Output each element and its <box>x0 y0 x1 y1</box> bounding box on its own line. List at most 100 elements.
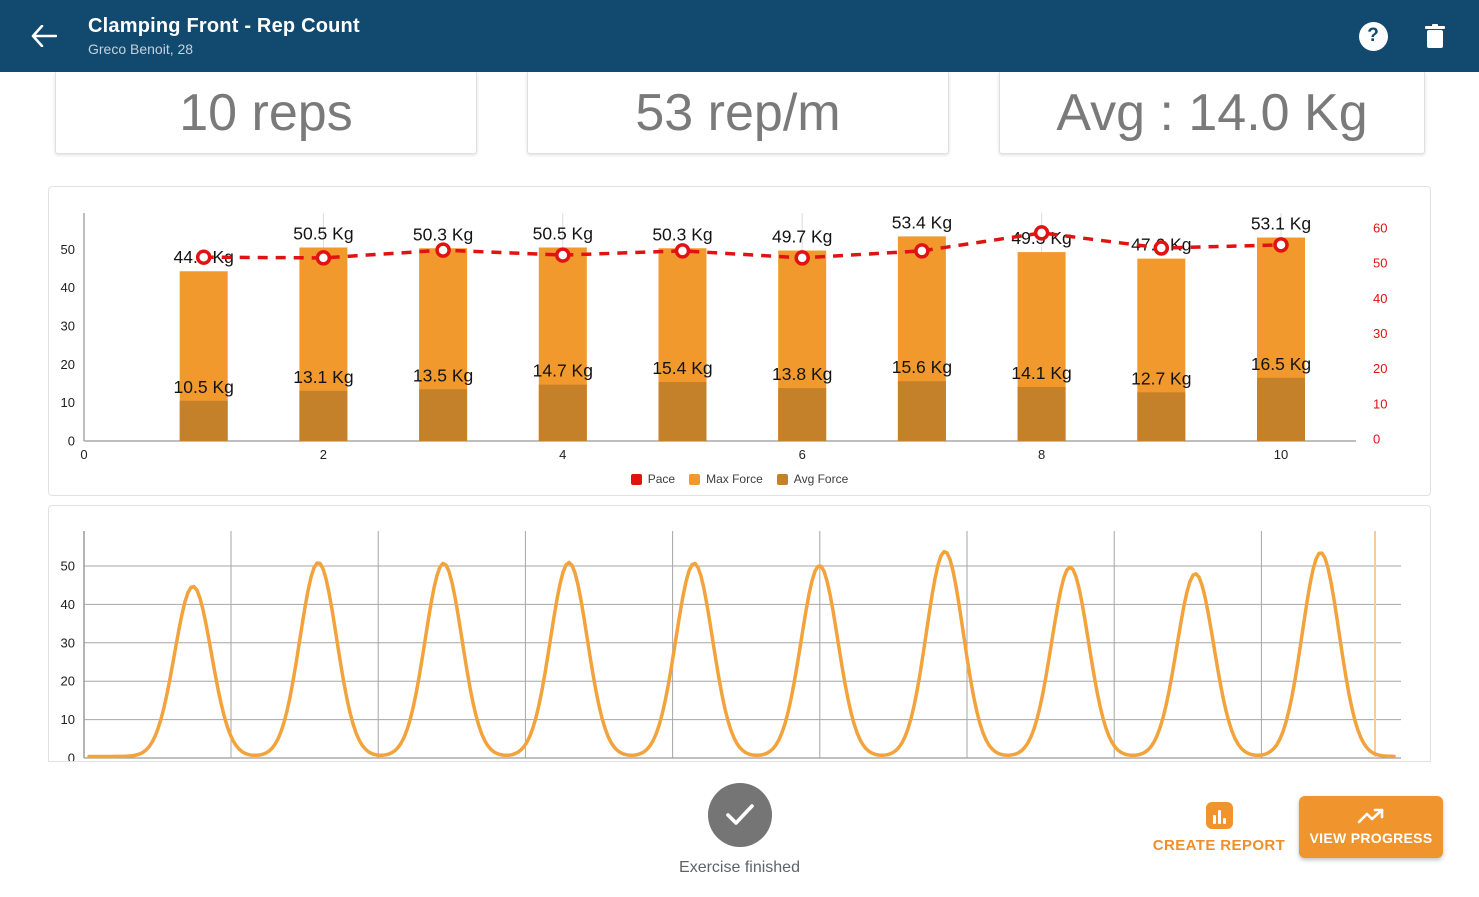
page-title: Clamping Front - Rep Count <box>88 15 360 37</box>
force-waveform-chart: 0 10 20 30 40 50 <box>61 531 1401 763</box>
back-button[interactable] <box>24 16 64 56</box>
force-curve <box>87 549 1396 759</box>
avg-force-bar <box>1257 377 1305 441</box>
pace-line <box>203 231 1282 260</box>
create-report-button[interactable]: CREATE REPORT <box>1134 802 1304 854</box>
pace-value: 53 rep/m <box>635 83 841 142</box>
y-axis-tick: 40 <box>61 597 75 612</box>
bar-value-label: 13.5 Kg <box>413 365 473 385</box>
bar-value-label: 50.5 Kg <box>293 223 353 243</box>
bar-value-label: 12.7 Kg <box>1131 368 1191 388</box>
create-report-label: CREATE REPORT <box>1152 837 1286 854</box>
avg-force-bar <box>897 381 946 441</box>
pace-marker <box>674 243 691 259</box>
legend-label: Avg Force <box>793 472 849 486</box>
bar-value-label: 15.4 Kg <box>652 358 712 378</box>
chart-legend: Pace Max Force Avg Force <box>49 472 1430 486</box>
bar-value-label: 15.6 Kg <box>892 357 952 377</box>
x-axis-tick: 6 <box>799 447 806 462</box>
legend-item: Pace <box>630 472 676 486</box>
x-axis-tick: 8 <box>1038 447 1045 462</box>
legend-swatch <box>776 473 788 485</box>
bar-value-label: 10.5 Kg <box>174 377 234 397</box>
bar-value-label: 53.4 Kg <box>892 212 952 232</box>
view-progress-label: VIEW PROGRESS <box>1309 830 1433 846</box>
pace-marker <box>794 250 810 266</box>
bar-value-label: 50.3 Kg <box>413 224 473 244</box>
bar-value-label: 50.5 Kg <box>533 223 593 243</box>
pace-marker <box>195 249 212 265</box>
view-progress-button[interactable]: VIEW PROGRESS <box>1299 796 1443 858</box>
help-button[interactable]: ? <box>1355 18 1391 54</box>
pace-marker <box>914 243 930 259</box>
right-axis-tick: 10 <box>1373 396 1387 411</box>
left-axis-tick: 50 <box>61 242 75 257</box>
x-axis-tick: 4 <box>559 447 566 462</box>
y-axis-tick: 0 <box>68 751 75 763</box>
left-axis-tick: 20 <box>61 357 75 372</box>
bar-value-label: 49.7 Kg <box>772 227 832 247</box>
bar-value-label: 50.3 Kg <box>652 224 712 244</box>
exercise-status: Exercise finished <box>0 783 1479 877</box>
appbar-actions: ? <box>1355 18 1453 54</box>
trash-icon <box>1425 24 1445 48</box>
pace-marker <box>1033 225 1050 241</box>
bar-chart-icon <box>1205 802 1233 829</box>
right-axis-tick: 60 <box>1373 221 1387 236</box>
bar-value-label: 16.5 Kg <box>1251 354 1311 374</box>
right-axis-tick: 50 <box>1373 256 1387 271</box>
y-axis-tick: 50 <box>61 559 75 574</box>
pace-card: 53 rep/m <box>527 72 949 154</box>
force-bar-chart-card: 44.3 Kg 50.5 Kg 50.3 Kg 50.5 Kg 50.3 Kg 49.7 … <box>48 186 1431 496</box>
patient-name: Greco Benoit, 28 <box>88 41 194 57</box>
avg-force-bar <box>1017 386 1066 441</box>
footer-bar: Exercise finished CREATE REPORT VIEW PRO… <box>0 762 1479 897</box>
avg-force-bar <box>179 400 228 441</box>
bar-value-label: 14.7 Kg <box>533 361 593 381</box>
left-axis-tick: 10 <box>61 395 75 410</box>
right-axis-tick: 20 <box>1373 361 1387 376</box>
bar-value-label: 13.8 Kg <box>772 364 832 384</box>
rep-count-value: 10 reps <box>179 83 353 142</box>
legend-label: Pace <box>647 472 676 486</box>
y-axis-tick: 10 <box>61 712 75 727</box>
rep-count-card: 10 reps <box>55 72 477 154</box>
left-axis-tick: 30 <box>61 319 75 334</box>
pace-marker <box>1153 240 1170 256</box>
right-axis-tick: 30 <box>1373 326 1387 341</box>
left-axis-tick: 40 <box>61 280 75 295</box>
avg-force-bar <box>299 390 348 441</box>
bar-value-label: 14.1 Kg <box>1011 363 1071 383</box>
pace-marker <box>315 250 332 266</box>
bar-value-label: 53.1 Kg <box>1251 214 1311 234</box>
legend-item: Avg Force <box>776 472 849 486</box>
pace-marker <box>1273 237 1289 253</box>
arrow-left-icon <box>31 25 57 47</box>
appbar-titles: Clamping Front - Rep Count Greco Benoit,… <box>88 15 360 57</box>
help-icon: ? <box>1358 21 1388 51</box>
pace-marker <box>435 242 451 258</box>
right-axis-tick: 0 <box>1373 432 1380 447</box>
x-axis-tick: 0 <box>80 447 87 462</box>
avg-force-bar <box>778 388 827 441</box>
right-axis-tick: 40 <box>1373 291 1387 306</box>
force-waveform-card: 0 10 20 30 40 50 <box>48 505 1431 762</box>
legend-label: Max Force <box>706 472 763 486</box>
left-axis-tick: 0 <box>68 434 75 449</box>
avg-force-value: Avg : 14.0 Kg <box>1056 83 1368 142</box>
avg-force-bar <box>419 389 468 441</box>
y-axis-tick: 20 <box>61 674 75 689</box>
app-bar: Clamping Front - Rep Count Greco Benoit,… <box>0 0 1479 72</box>
legend-swatch <box>689 473 701 485</box>
legend-swatch <box>630 473 642 485</box>
pace-marker <box>555 247 571 263</box>
status-label: Exercise finished <box>679 859 800 876</box>
avg-force-bar <box>1137 392 1186 441</box>
bar-value-label: 13.1 Kg <box>293 367 353 387</box>
trending-up-icon <box>1357 808 1384 824</box>
avg-force-bar <box>658 381 707 441</box>
y-axis-tick: 30 <box>61 635 75 650</box>
avg-force-bar <box>538 384 587 441</box>
delete-button[interactable] <box>1417 18 1453 54</box>
